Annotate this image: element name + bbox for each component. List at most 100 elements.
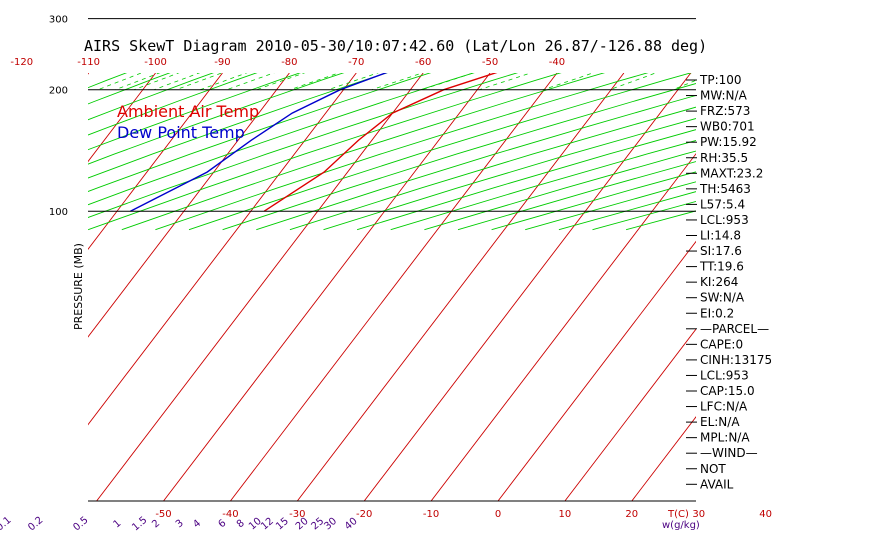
mixing-ratio-tick-label: 1 — [111, 518, 123, 531]
mixing-ratio-tick-label: 30 — [322, 516, 339, 533]
mixing-ratio-tick-label: 8 — [235, 518, 247, 531]
dewpoint-profile — [130, 73, 388, 212]
stability-index-entry: CAPE:0 — [700, 337, 743, 351]
dry-adiabat-line — [390, 140, 696, 231]
bottom-temp-tick-label: 30 — [692, 509, 705, 520]
top-temp-tick-label: -80 — [281, 57, 297, 68]
mixing-ratio-line — [690, 0, 870, 19]
mixing-ratio-line — [843, 0, 870, 19]
pressure-tick-label: 100 — [49, 207, 68, 218]
mixing-ratio-tick-label: 1.5 — [130, 515, 149, 534]
mixing-ratio-tick-label: 3 — [174, 518, 186, 531]
dry-adiabat-line — [188, 73, 692, 231]
mixing-ratio-line — [743, 0, 870, 19]
top-temp-tick-label: -90 — [214, 57, 230, 68]
moist-adiabat-line — [814, 0, 870, 90]
isotherm-line — [833, 73, 870, 501]
stability-index-entry: L57:5.4 — [700, 197, 745, 211]
pressure-tick-label: 300 — [49, 15, 68, 26]
mixing-ratio-line — [712, 0, 870, 19]
isotherm-line — [766, 73, 870, 501]
top-temp-tick-label: -40 — [549, 57, 565, 68]
isotherm-line — [88, 73, 290, 338]
stability-index-entry: MPL:N/A — [700, 431, 750, 445]
pressure-tick-label: 200 — [49, 86, 68, 97]
stability-index-entry: EL:N/A — [700, 415, 740, 429]
profile-lines — [130, 73, 498, 212]
top-temp-tick-label: -60 — [415, 57, 431, 68]
stability-index-entry: MAXT:23.2 — [700, 166, 763, 180]
axis-ticks: 1002003004005006007008009001000-120-110-… — [0, 15, 772, 534]
mixing-ratio-line — [799, 0, 870, 19]
stability-index-entry: SI:17.6 — [700, 244, 742, 258]
isotherm-line — [497, 240, 696, 501]
bottom-temp-tick-label: -30 — [289, 509, 305, 520]
dry-adiabat-line — [256, 94, 696, 231]
stability-index-entry: RH:35.5 — [700, 151, 748, 165]
bottom-temp-tick-label: 10 — [559, 509, 572, 520]
chart-title: AIRS SkewT Diagram 2010-05-30/10:07:42.6… — [84, 37, 707, 55]
legend-ambient-air-temp: Ambient Air Temp — [117, 102, 259, 121]
dry-adiabat-line — [289, 106, 696, 231]
bottom-temp-tick-label: 0 — [495, 509, 501, 520]
mixing-ratio-line — [766, 0, 870, 19]
mixing-ratio-line — [556, 0, 806, 19]
mixing-ratio-tick-label: 4 — [191, 518, 203, 531]
mixing-ratio-line — [661, 0, 870, 19]
plot-grid — [0, 0, 870, 501]
bottom-temp-tick-label: 20 — [625, 509, 638, 520]
stability-index-entry: WB0:701 — [700, 120, 755, 134]
isotherm-line — [88, 73, 223, 250]
isotherm-line — [88, 73, 357, 426]
stability-index-entry: TT:19.6 — [699, 260, 744, 274]
top-temp-tick-label: -120 — [10, 57, 33, 68]
stability-index-entry: NOT — [700, 462, 726, 476]
stability-index-entry: SW:N/A — [700, 291, 745, 305]
stability-index-entry: CAP:15.0 — [700, 384, 755, 398]
stability-index-entry: TP:100 — [699, 73, 742, 87]
isotherm-line — [631, 416, 696, 501]
mixing-ratio-tick-label: 0.2 — [26, 515, 45, 534]
stability-index-entry: PW:15.92 — [700, 135, 757, 149]
stability-index-entry: LI:14.8 — [700, 229, 741, 243]
stability-index-entry: TH:5463 — [699, 182, 751, 196]
moist-adiabat-line — [728, 0, 870, 90]
bottom-temp-tick-label: -50 — [155, 509, 171, 520]
mixing-ratio-line — [824, 0, 870, 19]
y-axis-label: PRESSURE (MB) — [72, 243, 85, 330]
isotherm-line — [0, 73, 22, 501]
legend: Ambient Air Temp Dew Point Temp — [117, 102, 259, 142]
bottom-temp-tick-label: 40 — [759, 509, 772, 520]
stability-index-entry: MW:N/A — [700, 89, 748, 103]
stability-index-entry: EI:0.2 — [700, 306, 734, 320]
bottom-temp-tick-label: -20 — [356, 509, 372, 520]
mixing-ratio-tick-label: 2 — [150, 518, 162, 531]
stability-index-entry: —WIND— — [700, 446, 758, 460]
ambient-temp-profile — [263, 73, 498, 212]
isotherm-line — [230, 73, 558, 501]
bottom-temp-tick-label: -10 — [423, 509, 439, 520]
mixing-ratio-tick-label: 6 — [216, 518, 228, 531]
mixing-ratio-unit-label: w(g/kg) — [662, 520, 700, 531]
isotherm-line — [296, 73, 625, 501]
x-axis-label: T(C) — [667, 509, 689, 520]
isotherm-line — [363, 73, 692, 501]
moist-adiabat-line — [774, 0, 870, 90]
stability-index-entry: LCL:953 — [700, 213, 749, 227]
isotherm-line — [430, 153, 696, 501]
bottom-temp-tick-label: -40 — [222, 509, 238, 520]
mixing-ratio-tick-label: 0.1 — [0, 515, 14, 534]
stability-index-entry: LCL:953 — [700, 368, 749, 382]
stability-index-entry: —PARCEL— — [700, 322, 769, 336]
dry-adiabat-line — [323, 118, 696, 231]
mixing-ratio-line — [614, 0, 870, 19]
isobar-lines — [88, 18, 696, 502]
mixing-ratio-tick-label: 0.5 — [71, 515, 90, 534]
stability-index-entry: KI:264 — [700, 275, 738, 289]
stability-index-entry: FRZ:573 — [700, 104, 750, 118]
isotherm-line — [163, 73, 491, 501]
stability-index-entry: CINH:13175 — [700, 353, 772, 367]
isotherm-line — [564, 328, 696, 501]
